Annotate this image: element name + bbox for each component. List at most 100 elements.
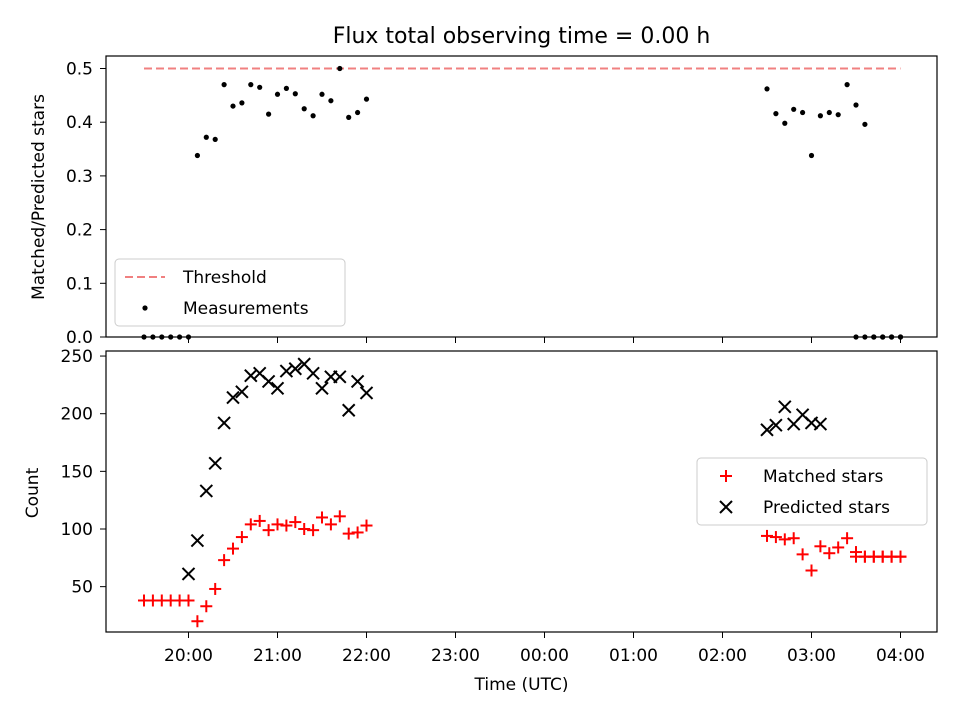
count-y-axis-label: Count (23, 467, 43, 518)
matched-star-point (289, 516, 302, 529)
matched-star-point (235, 531, 248, 544)
measurement-point (328, 98, 334, 104)
ratio-panel: Flux total observing time = 0.00 h Match… (29, 24, 938, 348)
measurement-point (844, 82, 850, 88)
predicted-star-point (350, 374, 365, 389)
matched-star-point (271, 518, 284, 531)
measurement-point (319, 91, 325, 97)
predicted-star-point (341, 403, 356, 417)
legend-matched-label: Matched stars (763, 467, 883, 487)
ratio-y-tick-label: 0.0 (66, 328, 93, 348)
measurement-point (346, 114, 352, 120)
measurement-point (791, 106, 797, 112)
predicted-star-point (288, 362, 303, 376)
matched-star-point (333, 510, 346, 523)
measurement-point (248, 82, 254, 88)
count-y-tick-label: 250 (61, 347, 93, 367)
measurement-point (800, 109, 806, 116)
measurement-point (835, 112, 841, 118)
measurement-point (773, 111, 779, 117)
measurement-point (221, 82, 227, 88)
predicted-star-point (235, 385, 249, 399)
matched-star-point (351, 526, 364, 539)
matched-star-point (787, 532, 800, 545)
matched-star-point (778, 533, 791, 546)
matched-star-point (227, 542, 239, 555)
predicted-star-point (315, 381, 329, 396)
x-tick-label: 01:00 (609, 646, 658, 666)
matched-star-point (209, 582, 222, 595)
matched-star-point (298, 523, 311, 535)
measurement-point (301, 106, 307, 112)
predicted-star-point (306, 366, 320, 381)
predicted-star-point (199, 484, 214, 498)
predicted-star-point (270, 381, 285, 396)
predicted-star-point (181, 567, 196, 581)
matched-star-point (796, 548, 809, 561)
matched-star-point (244, 518, 257, 531)
matched-star-point (182, 594, 195, 607)
x-tick-label: 22:00 (342, 646, 391, 666)
legend-measurements-swatch (142, 305, 148, 311)
ratio-legend: Threshold Measurements (114, 258, 346, 327)
measurement-point (764, 86, 770, 92)
count-panel: Count Time (UTC) 50 100 150 200 250 20:00 21:0… (23, 347, 938, 695)
measurement-point (862, 121, 868, 127)
predicted-star-point (359, 386, 374, 400)
matched-star-point (316, 511, 328, 524)
ratio-y-tick-label: 0.2 (66, 221, 93, 241)
predicted-star-point (760, 423, 774, 437)
measurement-point (337, 65, 343, 72)
matched-star-point (360, 519, 373, 532)
measurement-point (310, 113, 316, 119)
legend-threshold-label: Threshold (182, 268, 267, 288)
matched-star-point (823, 547, 836, 560)
x-tick-label: 00:00 (520, 646, 569, 666)
measurement-point (808, 152, 815, 159)
predicted-star-point (190, 533, 205, 548)
matched-star-point (218, 554, 231, 567)
ratio-legend-box (114, 258, 346, 327)
ratio-axis-ticks: 0.0 0.1 0.2 0.3 0.4 0.5 (66, 60, 901, 348)
ratio-y-axis-label: Matched/Predicted stars (29, 94, 49, 300)
matched-star-point (307, 524, 320, 537)
count-plot-marks (138, 357, 907, 628)
ratio-y-tick-label: 0.3 (66, 167, 93, 187)
matched-star-point (253, 514, 266, 527)
ratio-y-tick-label: 0.1 (66, 274, 93, 294)
x-tick-label: 02:00 (698, 646, 747, 666)
x-axis-label: Time (UTC) (474, 675, 569, 695)
predicted-star-point (813, 417, 828, 431)
predicted-star-point (217, 416, 231, 430)
matched-star-point (280, 519, 293, 532)
matched-star-point (805, 564, 818, 577)
measurement-point (363, 96, 370, 102)
measurement-point (817, 113, 824, 119)
matched-star-point (342, 527, 355, 540)
legend-predicted-swatch (719, 500, 733, 514)
measurement-point (266, 111, 272, 117)
count-y-tick-label: 50 (71, 578, 93, 598)
measurement-point (283, 85, 289, 91)
measurement-point (292, 91, 298, 97)
measurement-point (355, 109, 361, 116)
measurement-point (203, 134, 209, 140)
measurement-point (194, 152, 200, 159)
count-y-tick-label: 200 (61, 405, 93, 425)
ratio-plot-frame (105, 55, 938, 338)
legend-predicted-label: Predicted stars (763, 498, 890, 518)
predicted-star-point (226, 390, 240, 405)
predicted-star-point (769, 418, 783, 432)
measurement-point (239, 100, 245, 106)
matched-star-point (200, 600, 213, 613)
measurement-point (230, 103, 236, 109)
predicted-star-point (261, 374, 276, 389)
count-plot-frame (105, 350, 938, 633)
count-y-tick-label: 100 (61, 520, 93, 540)
legend-measurements-label: Measurements (183, 299, 309, 319)
matched-star-point (841, 532, 854, 545)
matched-star-point (894, 550, 907, 563)
measurement-point (212, 136, 218, 142)
x-tick-label: 03:00 (787, 646, 836, 666)
